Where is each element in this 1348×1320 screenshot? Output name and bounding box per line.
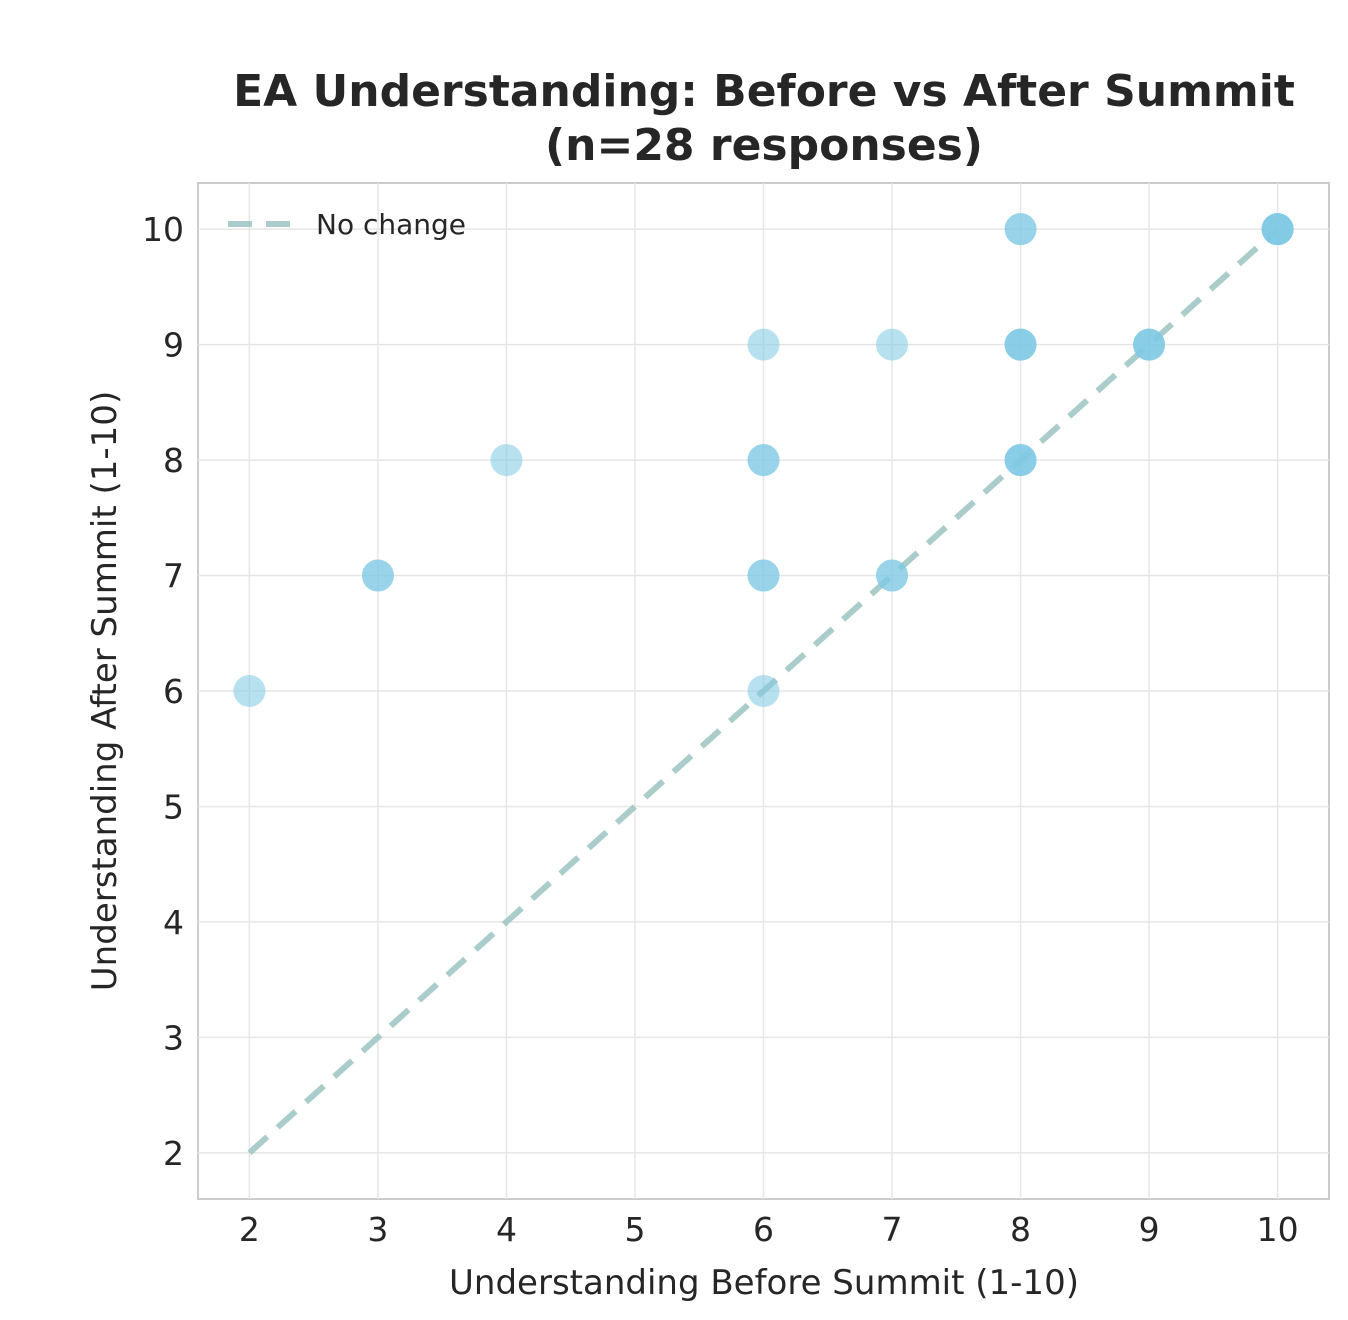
data-point — [361, 559, 394, 592]
y-tick-label: 6 — [163, 672, 184, 711]
chart-subtitle: (n=28 responses) — [545, 120, 983, 171]
y-tick-label: 4 — [163, 903, 184, 942]
data-point — [233, 675, 266, 707]
x-axis-label: Understanding Before Summit (1-10) — [449, 1263, 1079, 1303]
y-axis-ticks: 2 3 4 5 6 7 8 9 10 — [142, 210, 184, 1173]
data-point — [1004, 213, 1037, 246]
x-tick-label: 10 — [1257, 1210, 1299, 1249]
data-point — [1133, 328, 1166, 361]
data-point — [747, 328, 780, 361]
data-point — [747, 559, 780, 592]
x-tick-label: 9 — [1139, 1210, 1160, 1249]
x-tick-label: 4 — [496, 1210, 517, 1249]
x-tick-label: 2 — [239, 1210, 260, 1249]
y-tick-label: 2 — [163, 1134, 184, 1173]
y-tick-label: 3 — [163, 1018, 184, 1057]
x-tick-label: 5 — [624, 1210, 645, 1249]
x-tick-label: 7 — [882, 1210, 903, 1249]
chart-title: EA Understanding: Before vs After Summit — [233, 66, 1295, 117]
legend-label-no-change: No change — [316, 208, 466, 241]
data-point — [1004, 444, 1037, 477]
data-point — [876, 328, 909, 361]
y-tick-label: 5 — [163, 787, 184, 826]
x-tick-label: 6 — [753, 1210, 774, 1249]
data-point — [490, 444, 523, 477]
y-axis-label: Understanding After Summit (1-10) — [85, 391, 125, 991]
data-point — [747, 675, 780, 707]
y-tick-label: 8 — [163, 441, 184, 480]
data-point — [1004, 328, 1037, 361]
legend: No change — [228, 208, 466, 241]
data-points — [233, 213, 1294, 707]
x-axis-ticks: 2 3 4 5 6 7 8 9 10 — [239, 1210, 1299, 1249]
gridlines — [198, 183, 1329, 1199]
y-tick-label: 7 — [163, 557, 184, 596]
x-tick-label: 3 — [367, 1210, 388, 1249]
y-tick-label: 9 — [163, 326, 184, 365]
data-point — [1261, 213, 1294, 246]
x-tick-label: 8 — [1010, 1210, 1031, 1249]
y-tick-label: 10 — [142, 210, 184, 249]
data-point — [747, 444, 780, 477]
data-point — [876, 559, 909, 592]
